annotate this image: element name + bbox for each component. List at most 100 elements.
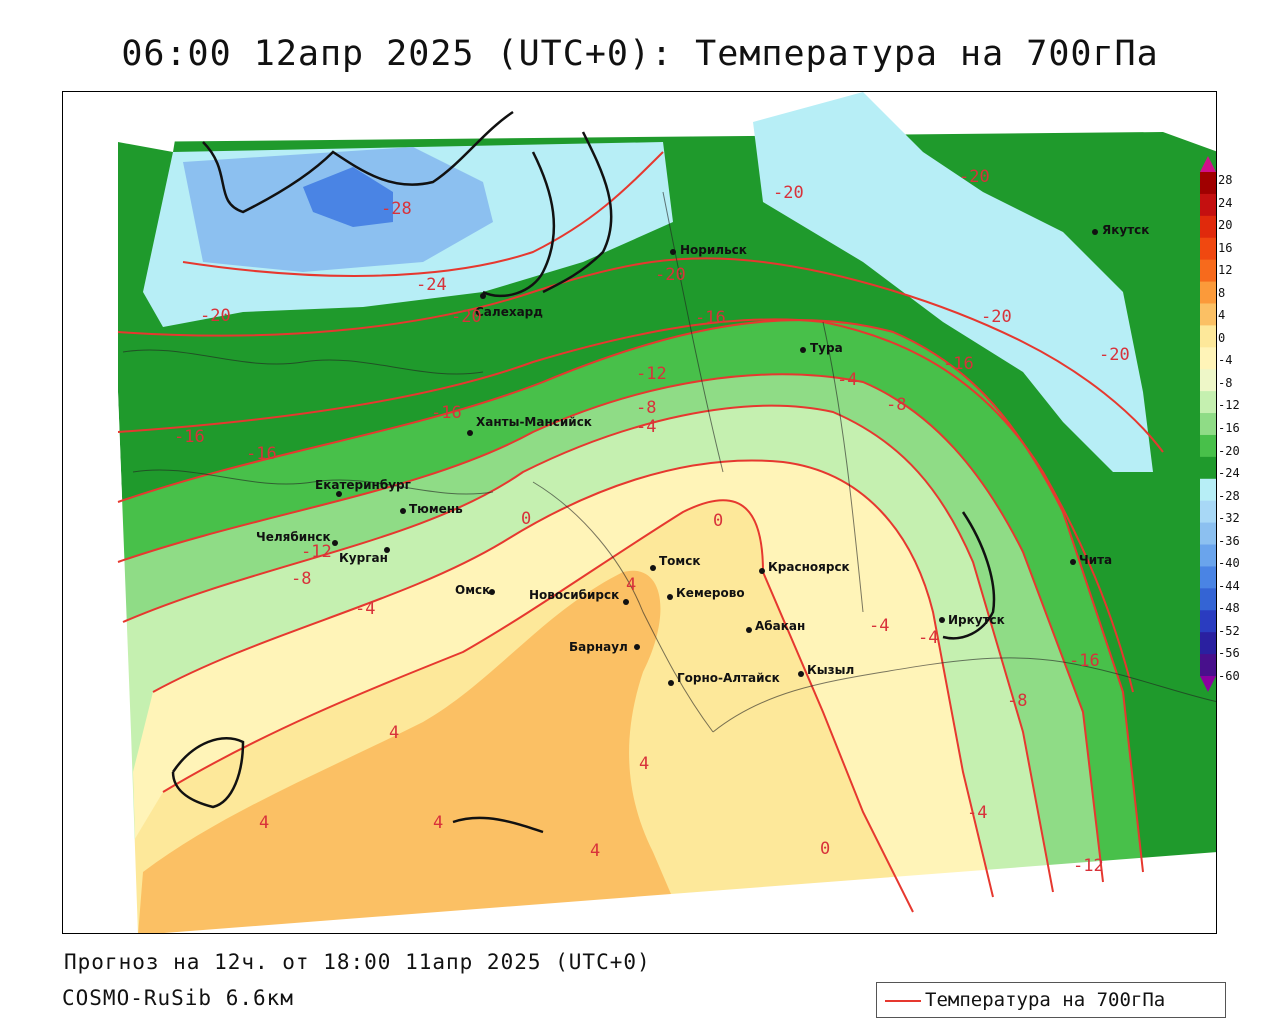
svg-text:Горно-Алтайск: Горно-Алтайск [677, 671, 780, 685]
colorbar-swatch [1200, 610, 1216, 633]
outside-domain-south [164, 852, 1216, 933]
colorbar-tick-label: 28 [1218, 173, 1233, 187]
colorbar-swatch [1200, 369, 1216, 392]
colorbar-swatch [1200, 632, 1216, 655]
city-gorno-altaysk[interactable]: Горно-Алтайск [668, 671, 780, 686]
svg-text:Томск: Томск [659, 554, 701, 568]
iso-label: 0 [713, 511, 723, 531]
city-kurgan[interactable]: Курган [339, 547, 390, 565]
colorbar-swatch [1200, 500, 1216, 524]
svg-text:Тура: Тура [810, 341, 843, 355]
city-tyumen[interactable]: Тюмень [400, 502, 463, 516]
colorbar-tick-label: -12 [1218, 398, 1240, 413]
city-tura[interactable]: Тура [800, 341, 843, 355]
svg-text:Кызыл: Кызыл [807, 663, 854, 677]
city-irkutsk[interactable]: Иркутск [939, 613, 1005, 627]
legend-label: Температура на 700гПа [925, 989, 1166, 1011]
city-kyzyl[interactable]: Кызыл [798, 663, 854, 677]
colorbar-tick-label: 20 [1218, 218, 1233, 233]
city-abakan[interactable]: Абакан [746, 619, 805, 633]
isotherm-lines [117, 151, 1164, 913]
colorbar-swatch [1200, 654, 1216, 677]
temperature-map[interactable]: Норильск Якутск Салехард Тура Ханты-Манс… [62, 91, 1217, 934]
iso-label: 4 [639, 754, 649, 774]
colorbar-tick-label: -4 [1218, 353, 1233, 368]
iso-label: -20 [773, 183, 804, 203]
colorbar-tick-label: 8 [1218, 285, 1226, 300]
iso-label: 4 [433, 813, 443, 833]
city-tomsk[interactable]: Томск [650, 554, 701, 571]
colorbar-swatch [1200, 566, 1216, 589]
iso-label: 4 [259, 813, 269, 833]
city-krasnoyarsk[interactable]: Красноярск [759, 560, 850, 574]
city-chelyabinsk[interactable]: Челябинск [256, 530, 338, 546]
isoline-labels: -28 -24 -20 -20 -20 -20 -20 -20 -20 -16 … [174, 167, 1130, 876]
colorbar-swatch [1200, 413, 1216, 436]
colorbar-swatch [1200, 172, 1216, 195]
iso-label: -20 [451, 307, 482, 327]
svg-text:Абакан: Абакан [755, 619, 805, 633]
svg-text:Новосибирск: Новосибирск [529, 588, 619, 602]
colorbar-tick-label: 12 [1218, 263, 1233, 278]
colorbar-tick-label: -32 [1218, 511, 1240, 526]
map-canvas: Норильск Якутск Салехард Тура Ханты-Манс… [63, 92, 1216, 933]
iso-label: -8 [291, 569, 311, 589]
city-omsk[interactable]: Омск [455, 583, 495, 597]
outside-domain-west [63, 92, 183, 933]
city-yekaterinburg[interactable]: Екатеринбург [315, 478, 411, 497]
iso-label: -16 [246, 444, 277, 464]
colorbar-tick-label: -48 [1218, 601, 1240, 616]
warm-core [138, 570, 683, 933]
svg-text:Иркутск: Иркутск [948, 613, 1005, 627]
colorbar-swatch [1200, 544, 1216, 567]
colorbar-top-triangle [1200, 156, 1216, 172]
colorbar-tick-label: -44 [1218, 578, 1240, 593]
city-novosibirsk[interactable]: Новосибирск [529, 588, 629, 605]
colorbar-swatch [1200, 281, 1216, 304]
iso-label: 4 [389, 723, 399, 743]
colorbar-tick-label: 24 [1218, 195, 1233, 210]
svg-text:Курган: Курган [339, 551, 388, 565]
iso-label: -16 [1069, 651, 1100, 671]
iso-label: -4 [967, 803, 987, 823]
colorbar-tick-label: -28 [1218, 488, 1240, 503]
svg-text:Барнаул: Барнаул [569, 640, 628, 654]
city-norilsk[interactable]: Норильск [670, 243, 747, 257]
city-barnaul[interactable]: Барнаул [569, 640, 640, 654]
colorbar-swatch [1200, 237, 1216, 261]
colorbar-tick-label: -16 [1218, 421, 1240, 435]
colorbar-tick-label: -40 [1218, 556, 1240, 571]
colorbar-swatch [1200, 347, 1216, 370]
iso-label: -16 [695, 308, 726, 328]
colorbar-swatch [1200, 303, 1216, 326]
admin-borders [122, 191, 1216, 733]
svg-text:Омск: Омск [455, 583, 490, 597]
city-khanty-mansiysk[interactable]: Ханты-Мансийск [467, 415, 592, 436]
colorbar-tick-label: -56 [1218, 646, 1240, 661]
iso-label: 0 [820, 839, 830, 859]
iso-label: -16 [174, 427, 205, 447]
city-markers: Норильск Якутск Салехард Тура Ханты-Манс… [256, 223, 1149, 686]
iso-label: 4 [590, 841, 600, 861]
city-chita[interactable]: Чита [1070, 553, 1112, 567]
iso-label: -12 [1073, 856, 1104, 876]
iso-label: 4 [626, 575, 636, 595]
colorbar-swatch [1200, 588, 1216, 611]
iso-label: -28 [381, 199, 412, 219]
city-yakutsk[interactable]: Якутск [1092, 223, 1149, 237]
colorbar-swatch [1200, 456, 1216, 480]
iso-label: -4 [918, 628, 938, 648]
colorbar-tick-label: -52 [1218, 623, 1240, 638]
iso-label: -4 [869, 616, 889, 636]
svg-text:Норильск: Норильск [680, 243, 747, 257]
svg-text:Екатеринбург: Екатеринбург [315, 478, 411, 492]
city-kemerovo[interactable]: Кемерово [667, 586, 745, 600]
temperature-colorbar: 28 24 20 16 12 8 4 0 -4 -8 -12 -16 -20 -24 -28 -32 -36 -4… [1198, 156, 1268, 692]
city-salekhard[interactable]: Салехард [475, 293, 543, 319]
colorbar-swatch [1200, 478, 1216, 502]
colorbar-tick-label: -36 [1218, 533, 1240, 548]
iso-label: -16 [431, 403, 462, 423]
colorbar-tick-label: 4 [1218, 308, 1226, 323]
forecast-info: Прогноз на 12ч. от 18:00 11апр 2025 (UTC… [64, 950, 651, 974]
iso-label: -12 [636, 364, 667, 384]
